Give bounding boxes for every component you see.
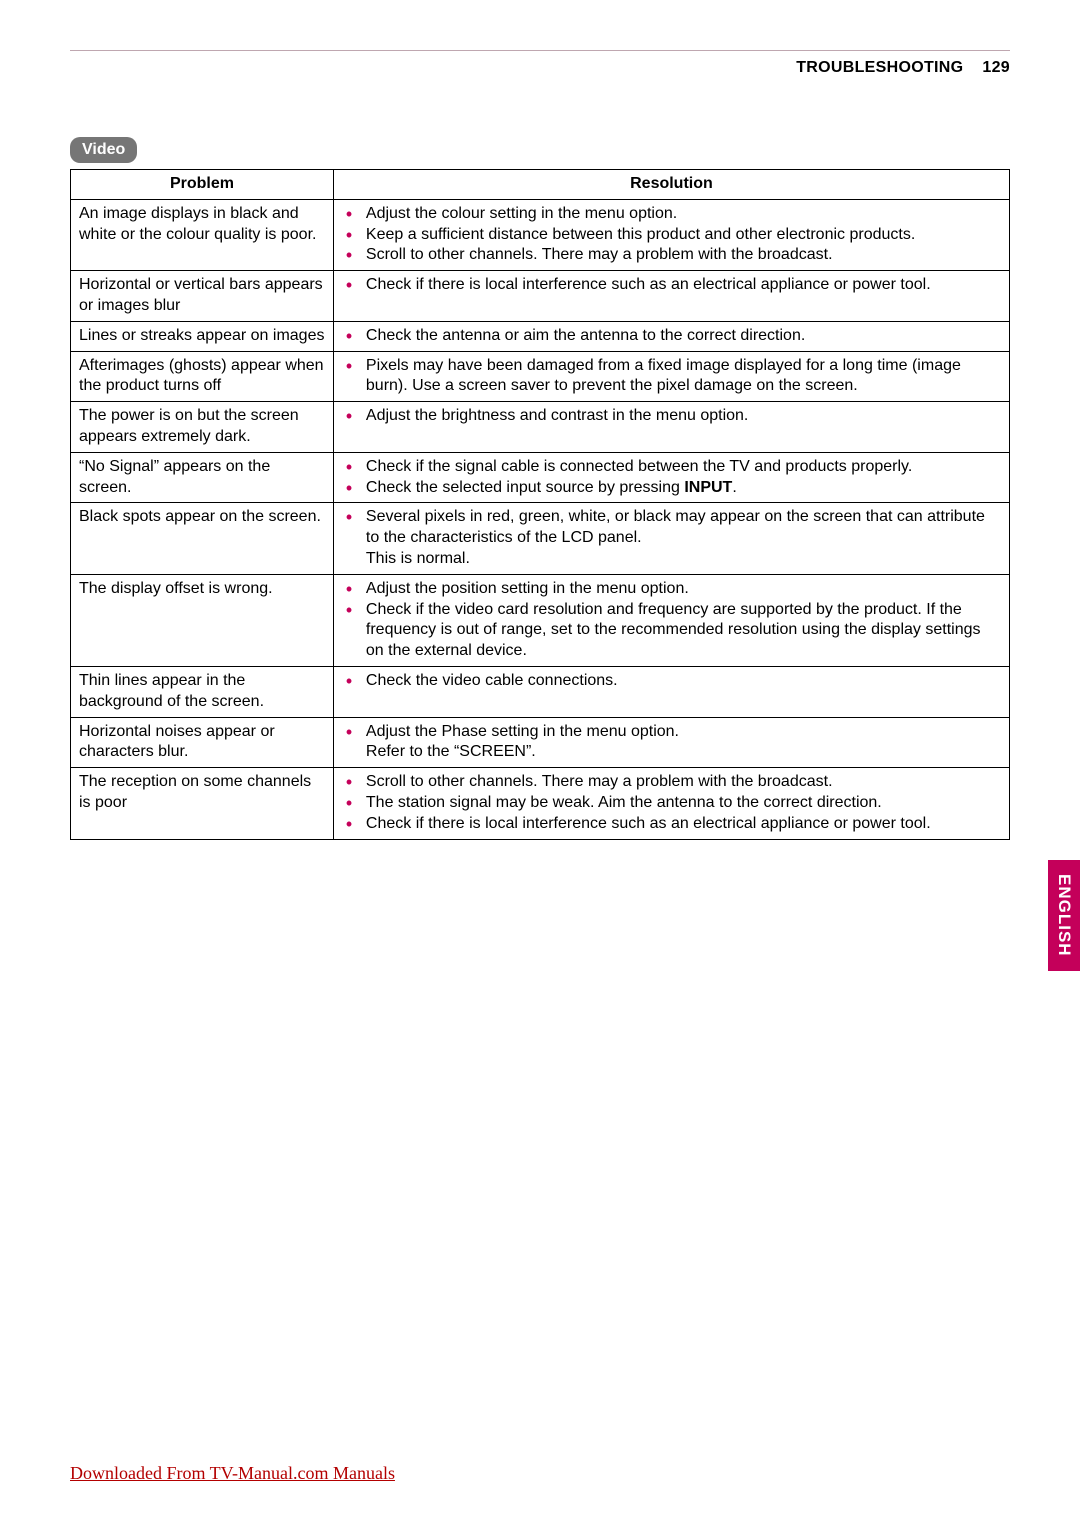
table-row: Thin lines appear in the background of t…	[71, 666, 1010, 717]
troubleshooting-table: Problem Resolution An image displays in …	[70, 169, 1010, 840]
resolution-list: Adjust the Phase setting in the menu opt…	[342, 722, 1001, 764]
resolution-item: Pixels may have been damaged from a fixe…	[360, 356, 1001, 398]
resolution-list: Adjust the brightness and contrast in th…	[342, 406, 1001, 427]
resolution-list: Pixels may have been damaged from a fixe…	[342, 356, 1001, 398]
footer-source-link[interactable]: Downloaded From TV-Manual.com Manuals	[70, 1463, 395, 1484]
resolution-item: Check the selected input source by press…	[360, 478, 1001, 499]
cell-problem: Black spots appear on the screen.	[71, 503, 334, 574]
column-header-resolution: Resolution	[333, 170, 1009, 200]
table-row: The power is on but the screen appears e…	[71, 402, 1010, 453]
table-row: Horizontal or vertical bars appears or i…	[71, 271, 1010, 322]
resolution-item: The station signal may be weak. Aim the …	[360, 793, 1001, 814]
cell-resolution: Adjust the brightness and contrast in th…	[333, 402, 1009, 453]
resolution-list: Check the video cable connections.	[342, 671, 1001, 692]
cell-problem: Horizontal noises appear or characters b…	[71, 717, 334, 768]
cell-resolution: Check if the signal cable is connected b…	[333, 452, 1009, 503]
resolution-item: Scroll to other channels. There may a pr…	[360, 772, 1001, 793]
cell-problem: “No Signal” appears on the screen.	[71, 452, 334, 503]
resolution-item: Adjust the position setting in the menu …	[360, 579, 1001, 600]
resolution-item: Adjust the Phase setting in the menu opt…	[360, 722, 1001, 764]
cell-resolution: Pixels may have been damaged from a fixe…	[333, 351, 1009, 402]
resolution-item: Adjust the colour setting in the menu op…	[360, 204, 1001, 225]
resolution-item: Check if there is local interference suc…	[360, 814, 1001, 835]
cell-resolution: Adjust the colour setting in the menu op…	[333, 199, 1009, 270]
header-section-label: TROUBLESHOOTING	[796, 59, 963, 76]
cell-problem: Afterimages (ghosts) appear when the pro…	[71, 351, 334, 402]
resolution-list: Check if the signal cable is connected b…	[342, 457, 1001, 499]
cell-resolution: Adjust the position setting in the menu …	[333, 574, 1009, 666]
page: TROUBLESHOOTING 129 Video Problem Resolu…	[0, 0, 1080, 880]
running-header: TROUBLESHOOTING 129	[70, 59, 1010, 77]
cell-resolution: Check if there is local interference suc…	[333, 271, 1009, 322]
resolution-item: Check the antenna or aim the antenna to …	[360, 326, 1001, 347]
resolution-list: Adjust the position setting in the menu …	[342, 579, 1001, 662]
cell-resolution: Adjust the Phase setting in the menu opt…	[333, 717, 1009, 768]
cell-problem: The display offset is wrong.	[71, 574, 334, 666]
cell-resolution: Scroll to other channels. There may a pr…	[333, 768, 1009, 839]
resolution-item: Several pixels in red, green, white, or …	[360, 507, 1001, 569]
table-row: The display offset is wrong. Adjust the p…	[71, 574, 1010, 666]
table-row: Lines or streaks appear on images Check t…	[71, 321, 1010, 351]
cell-problem: The reception on some channels is poor	[71, 768, 334, 839]
table-row: Black spots appear on the screen. Several…	[71, 503, 1010, 574]
table-row: Afterimages (ghosts) appear when the pro…	[71, 351, 1010, 402]
resolution-item: Check if there is local interference suc…	[360, 275, 1001, 296]
resolution-list: Several pixels in red, green, white, or …	[342, 507, 1001, 569]
cell-resolution: Several pixels in red, green, white, or …	[333, 503, 1009, 574]
cell-problem: Thin lines appear in the background of t…	[71, 666, 334, 717]
resolution-item: Adjust the brightness and contrast in th…	[360, 406, 1001, 427]
cell-resolution: Check the video cable connections.	[333, 666, 1009, 717]
table-row: An image displays in black and white or …	[71, 199, 1010, 270]
resolution-list: Check if there is local interference suc…	[342, 275, 1001, 296]
section-title-badge: Video	[70, 137, 137, 163]
header-page-number: 129	[982, 59, 1010, 76]
resolution-list: Scroll to other channels. There may a pr…	[342, 772, 1001, 834]
language-tab: ENGLISH	[1048, 860, 1080, 971]
table-header-row: Problem Resolution	[71, 170, 1010, 200]
table-row: “No Signal” appears on the screen. Check …	[71, 452, 1010, 503]
resolution-item: Keep a sufficient distance between this …	[360, 225, 1001, 246]
table-row: The reception on some channels is poor Sc…	[71, 768, 1010, 839]
resolution-list: Check the antenna or aim the antenna to …	[342, 326, 1001, 347]
cell-problem: Lines or streaks appear on images	[71, 321, 334, 351]
resolution-item: Check if the video card resolution and f…	[360, 600, 1001, 662]
header-spacer	[968, 59, 978, 76]
cell-problem: Horizontal or vertical bars appears or i…	[71, 271, 334, 322]
cell-problem: An image displays in black and white or …	[71, 199, 334, 270]
resolution-list: Adjust the colour setting in the menu op…	[342, 204, 1001, 266]
header-rule	[70, 50, 1010, 51]
table-body: An image displays in black and white or …	[71, 199, 1010, 839]
column-header-problem: Problem	[71, 170, 334, 200]
cell-problem: The power is on but the screen appears e…	[71, 402, 334, 453]
cell-resolution: Check the antenna or aim the antenna to …	[333, 321, 1009, 351]
resolution-item: Scroll to other channels. There may a pr…	[360, 245, 1001, 266]
table-row: Horizontal noises appear or characters b…	[71, 717, 1010, 768]
resolution-item: Check if the signal cable is connected b…	[360, 457, 1001, 478]
resolution-item: Check the video cable connections.	[360, 671, 1001, 692]
